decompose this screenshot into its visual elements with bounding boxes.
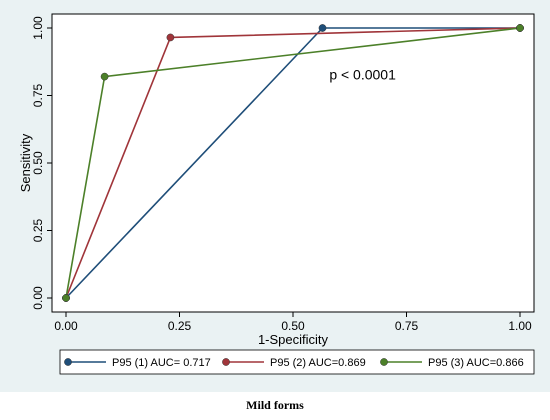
legend-label-1: P95 (1) AUC= 0.717 [112,357,211,369]
p-value-annotation: p < 0.0001 [329,66,396,82]
y-tick-label: 0.75 [31,83,45,107]
series-point-3 [62,294,70,302]
series-point-2 [166,33,175,42]
x-axis: 0.00 0.25 0.50 0.75 1.00 [54,312,532,333]
x-tick-label: 0.50 [281,319,305,333]
x-axis-title: 1-Specificity [258,332,329,347]
series-layer [62,24,524,302]
legend: P95 (1) AUC= 0.717 P95 (2) AUC=0.869 P95 (… [59,349,535,375]
x-tick-label: 1.00 [508,319,532,333]
x-tick-label: 0.00 [54,319,78,333]
series-point-1 [318,24,327,32]
figure-caption: Mild forms [246,398,304,412]
series-point-3 [100,72,109,81]
series-point-3 [516,24,524,32]
y-tick-label: 1.00 [31,16,45,40]
plot-area [51,13,535,313]
legend-box [59,349,535,375]
y-tick-label: 0.25 [31,218,45,242]
legend-label-2: P95 (2) AUC=0.869 [270,357,366,369]
y-tick-label: 0.00 [31,286,45,310]
x-tick-label: 0.25 [168,319,192,333]
legend-label-3: P95 (3) AUC=0.866 [428,357,524,369]
x-tick-label: 0.75 [395,319,419,333]
y-axis-title: Sensitivity [18,133,33,192]
y-axis: 0.00 0.25 0.50 0.75 1.00 [31,16,52,310]
legend-marker-3 [380,358,388,366]
legend-marker-1 [64,358,72,366]
legend-marker-2 [222,358,230,366]
y-tick-label: 0.50 [31,151,45,175]
